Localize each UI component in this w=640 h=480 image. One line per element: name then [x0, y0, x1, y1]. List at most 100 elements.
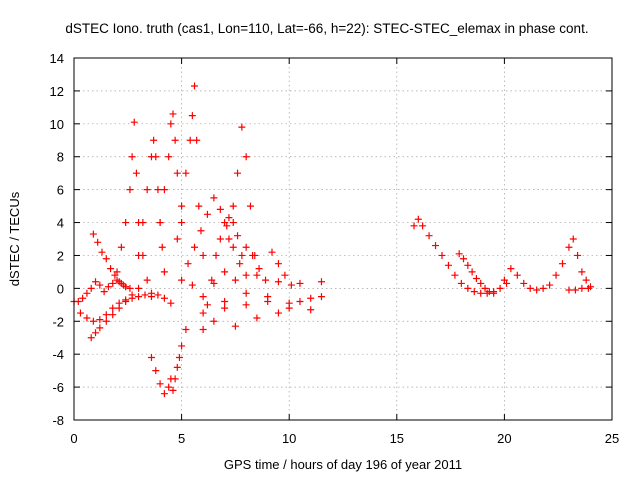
data-point	[152, 367, 160, 375]
data-point	[178, 219, 186, 227]
data-point	[507, 265, 515, 273]
data-point	[171, 375, 179, 383]
data-point	[229, 243, 237, 251]
series-arc-m	[188, 271, 325, 307]
data-point	[160, 186, 168, 194]
data-point	[87, 334, 95, 342]
data-point	[98, 248, 106, 256]
data-point	[246, 202, 254, 210]
data-point	[154, 186, 162, 194]
data-point	[242, 271, 250, 279]
data-point	[165, 153, 173, 161]
data-point	[83, 289, 91, 297]
data-point	[552, 271, 560, 279]
data-point	[156, 219, 164, 227]
data-point	[419, 222, 427, 230]
data-point	[210, 194, 218, 202]
data-point	[584, 284, 592, 292]
data-point	[165, 383, 173, 391]
data-point	[225, 235, 233, 243]
data-point	[147, 293, 155, 301]
x-tick-label: 10	[282, 431, 296, 446]
series-arc-j	[178, 194, 244, 284]
data-point	[167, 120, 175, 128]
data-point	[274, 309, 282, 317]
data-point	[231, 276, 239, 284]
x-tick-label: 20	[497, 431, 511, 446]
data-point	[578, 284, 586, 292]
data-point	[173, 235, 181, 243]
series-arc-h	[156, 110, 186, 227]
data-point	[221, 298, 229, 306]
data-point	[253, 314, 261, 322]
y-tick-label: 6	[57, 183, 64, 198]
data-point	[152, 153, 160, 161]
data-point	[102, 255, 110, 263]
data-point	[128, 291, 136, 299]
data-points	[70, 82, 594, 398]
series-arc-g	[147, 326, 190, 398]
data-point	[569, 235, 577, 243]
data-point	[167, 299, 175, 307]
data-point	[100, 288, 108, 296]
data-point	[457, 279, 465, 287]
data-point	[451, 271, 459, 279]
data-point	[122, 298, 130, 306]
data-point	[115, 278, 123, 286]
data-point	[89, 230, 97, 238]
data-point	[438, 251, 446, 259]
series-arc-o	[242, 243, 295, 289]
data-point	[231, 322, 239, 330]
y-tick-label: 10	[50, 117, 64, 132]
data-point	[199, 293, 207, 301]
data-point	[238, 123, 246, 131]
data-point	[94, 238, 102, 246]
data-point	[410, 222, 418, 230]
data-point	[255, 265, 263, 273]
data-point	[122, 219, 130, 227]
data-point	[135, 293, 143, 301]
y-tick-label: 12	[50, 84, 64, 99]
data-point	[199, 309, 207, 317]
data-point	[188, 281, 196, 289]
data-point	[107, 265, 115, 273]
data-point	[238, 251, 246, 259]
data-point	[132, 169, 140, 177]
data-point	[83, 314, 91, 322]
data-point	[574, 251, 582, 259]
data-point	[178, 342, 186, 350]
data-point	[559, 260, 567, 268]
data-point	[477, 279, 485, 287]
data-point	[109, 311, 117, 319]
data-point	[539, 284, 547, 292]
data-point	[191, 243, 199, 251]
data-point	[546, 281, 554, 289]
series-arc-b	[74, 276, 134, 306]
data-point	[102, 317, 110, 325]
data-point	[481, 284, 489, 292]
data-point	[274, 260, 282, 268]
data-point	[317, 278, 325, 286]
data-point	[234, 169, 242, 177]
data-point	[281, 271, 289, 279]
data-point	[160, 268, 168, 276]
data-point	[432, 242, 440, 250]
x-tick-label: 5	[178, 431, 185, 446]
data-point	[186, 136, 194, 144]
data-point	[203, 210, 211, 218]
data-point	[128, 153, 136, 161]
data-point	[117, 243, 125, 251]
grid-lines	[74, 58, 612, 420]
data-point	[500, 276, 508, 284]
data-point	[460, 255, 468, 263]
data-point	[193, 136, 201, 144]
data-point	[225, 214, 233, 222]
x-axis-label: GPS time / hours of day 196 of year 2011	[224, 457, 462, 472]
data-point	[173, 363, 181, 371]
series-arc-i	[173, 82, 207, 259]
data-point	[143, 186, 151, 194]
data-point	[175, 353, 183, 361]
data-point	[221, 304, 229, 312]
data-point	[485, 288, 493, 296]
